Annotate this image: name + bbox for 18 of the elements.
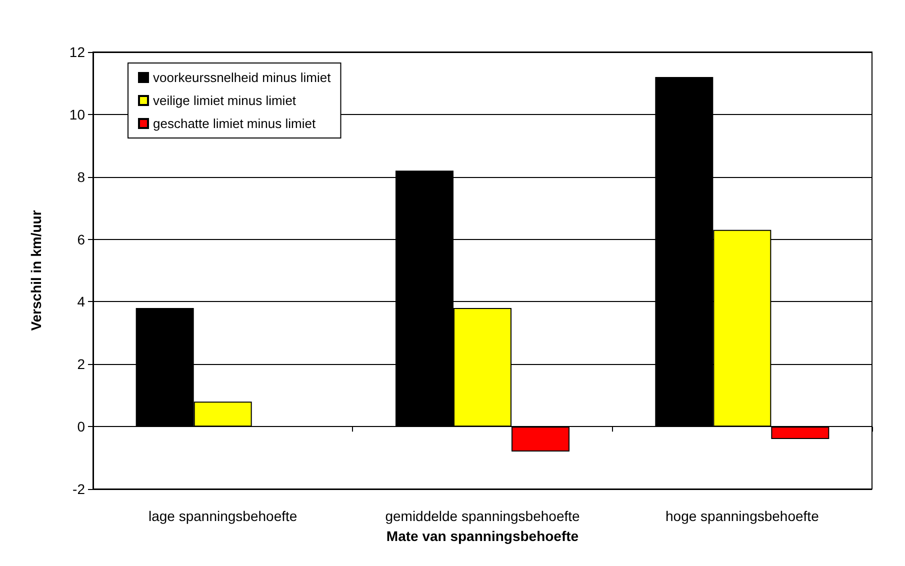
y-tick-label: 4 <box>77 294 86 310</box>
y-tick-label: 2 <box>77 356 86 372</box>
y-axis-title: Verschil in km/uur <box>28 210 44 331</box>
x-tick-label: lage spanningsbehoefte <box>148 508 298 524</box>
legend-label: geschatte limiet minus limiet <box>153 116 316 131</box>
y-tick-label: -2 <box>72 481 86 497</box>
legend-label: voorkeurssnelheid minus limiet <box>153 70 332 85</box>
legend-label: veilige limiet minus limiet <box>153 93 296 108</box>
y-tick-label: 6 <box>77 231 86 248</box>
bar <box>512 426 570 452</box>
x-tick-label: gemiddelde spanningsbehoefte <box>385 508 580 524</box>
y-tick-label: 10 <box>69 106 86 122</box>
y-tick-label: 0 <box>77 418 86 435</box>
y-tick-label: 12 <box>69 44 86 60</box>
x-tick-label: hoge spanningsbehoefte <box>665 508 820 524</box>
x-axis-title: Mate van spanningsbehoefte <box>386 528 579 544</box>
bar <box>771 426 830 440</box>
y-tick-label: 8 <box>77 168 86 185</box>
